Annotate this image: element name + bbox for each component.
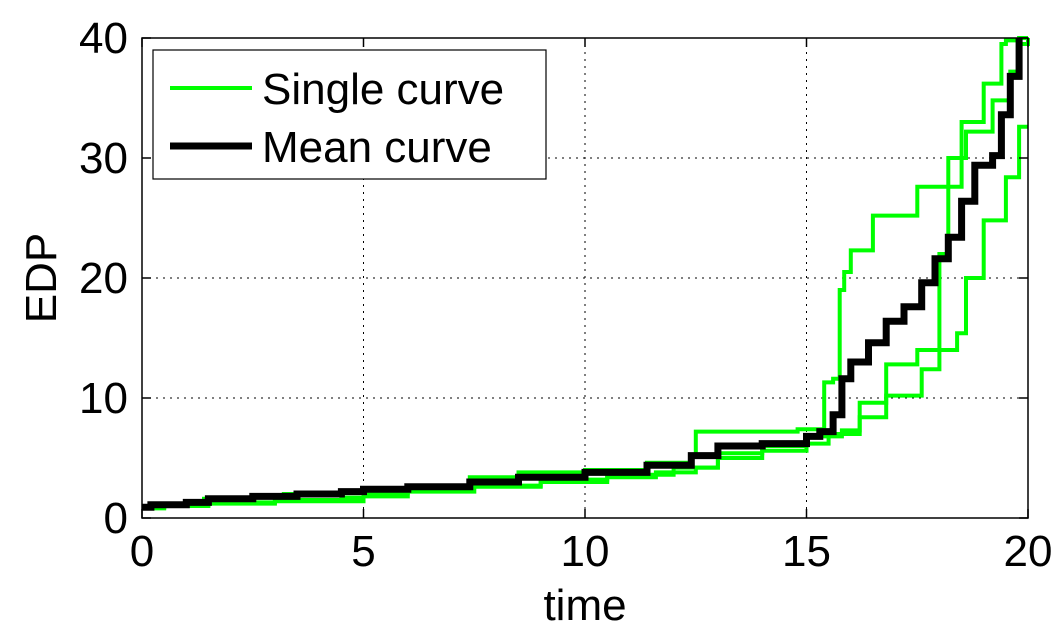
mean-curve-line — [142, 38, 1023, 511]
x-tick-label: 0 — [130, 527, 154, 576]
y-tick-label: 30 — [79, 134, 128, 183]
tick-marks — [141, 37, 1029, 519]
x-tick-label: 20 — [1004, 527, 1053, 576]
y-tick-label: 10 — [79, 374, 128, 423]
x-tick-label: 10 — [561, 527, 610, 576]
y-tick-label: 40 — [79, 14, 128, 63]
y-axis-label: EDP — [17, 233, 66, 323]
single-curve-line — [142, 124, 1028, 511]
series-group — [142, 36, 1030, 511]
y-tick-label: 20 — [79, 254, 128, 303]
y-tick-label: 0 — [104, 494, 128, 543]
legend-label-single: Single curve — [262, 65, 504, 114]
tick-labels: 0 5 10 15 20 0 10 20 30 40 — [79, 14, 1052, 576]
x-tick-label: 15 — [782, 527, 831, 576]
x-axis-label: time — [543, 581, 626, 630]
legend-box — [152, 49, 547, 180]
legend-label-mean: Mean curve — [262, 123, 492, 172]
legend: Single curve Mean curve — [152, 49, 547, 180]
x-tick-label: 5 — [351, 527, 375, 576]
